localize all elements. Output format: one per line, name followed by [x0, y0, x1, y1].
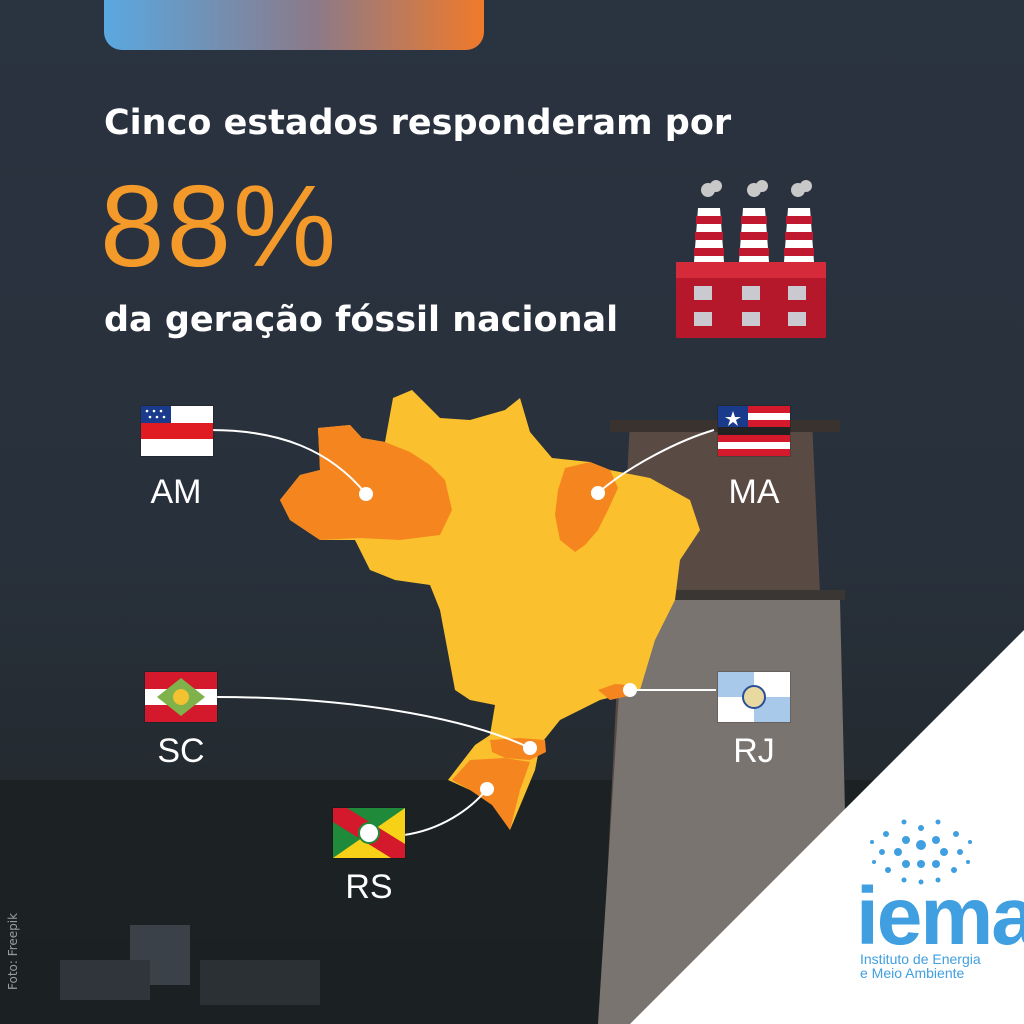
iema-wordmark: iema: [856, 871, 1024, 962]
flag-am: [141, 406, 213, 456]
connector-rs: [403, 788, 488, 836]
state-code-rs: RS: [345, 868, 393, 906]
flag-rj: [718, 672, 790, 722]
top-accent-bar: [104, 0, 484, 50]
state-am-shape: [280, 425, 452, 540]
iema-subtitle: Instituto de Energia e Meio Ambiente: [860, 952, 981, 980]
photo-credit: Foto: Freepik: [6, 912, 20, 990]
iema-subtitle-line1: Instituto de Energia: [860, 951, 981, 967]
state-code-sc: SC: [157, 732, 205, 770]
state-code-rj: RJ: [733, 732, 775, 770]
factory-icon: [676, 180, 826, 338]
percentage-figure: 88%: [100, 161, 339, 291]
connector-sc: [215, 696, 531, 749]
state-ma-shape: [555, 462, 618, 552]
flag-rs: [333, 808, 405, 858]
connector-am: [209, 429, 367, 495]
iema-subtitle-line2: e Meio Ambiente: [860, 965, 965, 981]
subheadline: da geração fóssil nacional: [104, 300, 619, 340]
connector-ma: [597, 429, 715, 494]
headline: Cinco estados responderam por: [104, 103, 732, 143]
iema-logo-mark: [870, 819, 972, 885]
flag-ma: [718, 406, 790, 456]
state-code-ma: MA: [728, 473, 780, 511]
state-code-am: AM: [150, 473, 202, 511]
state-rj-shape: [598, 684, 630, 700]
flag-sc: [145, 672, 217, 722]
